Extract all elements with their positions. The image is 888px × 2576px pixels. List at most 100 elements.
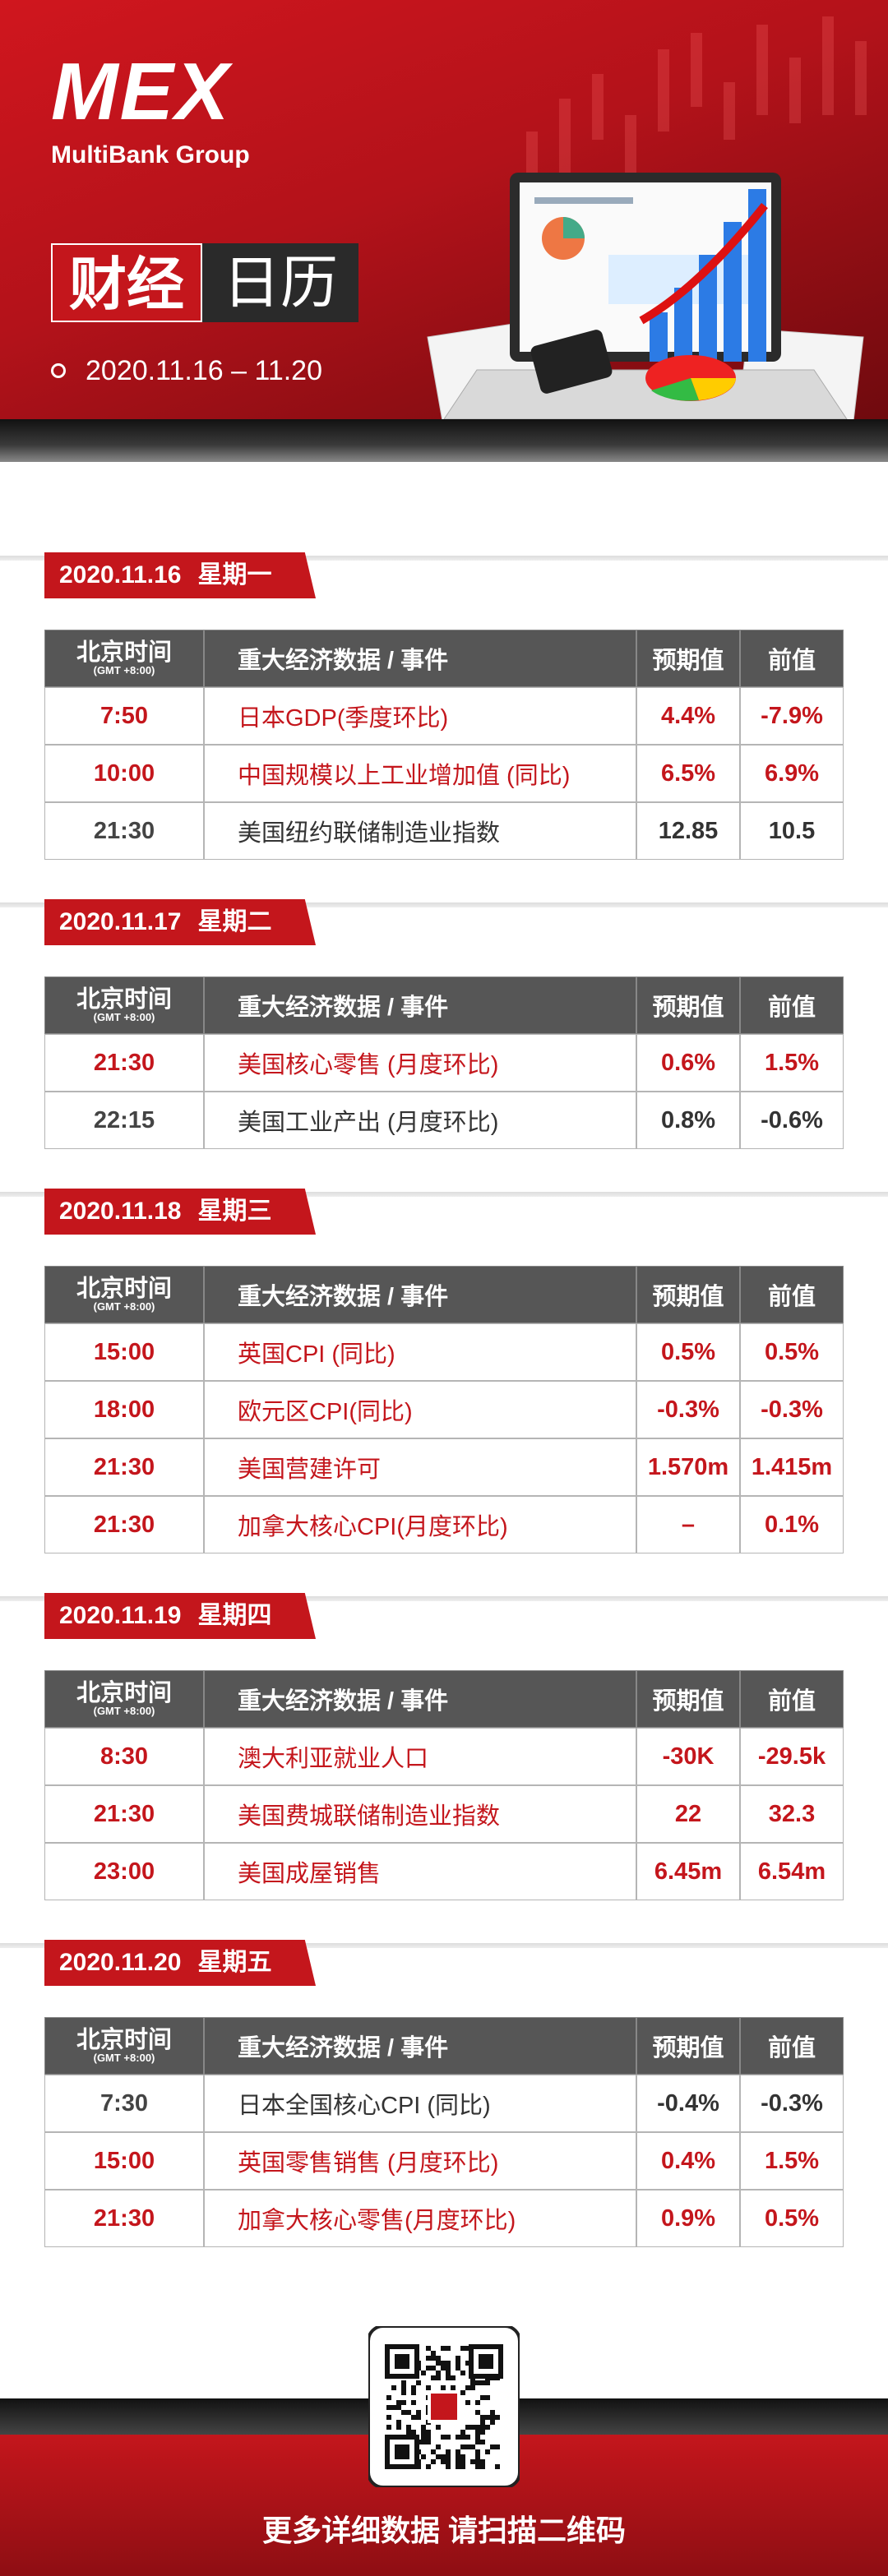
- divider: [0, 1192, 888, 1197]
- qr-module: [495, 2415, 500, 2420]
- qr-module: [431, 2449, 436, 2454]
- header-forecast: 预期值: [636, 1670, 740, 1728]
- cell-event: 日本全国核心CPI (同比): [204, 2075, 636, 2132]
- qr-module: [475, 2454, 480, 2459]
- header-time: 北京时间 (GMT +8:00): [44, 630, 204, 687]
- qr-module: [416, 2415, 421, 2420]
- cell-previous: 10.5: [740, 802, 844, 860]
- header-sub: (GMT +8:00): [93, 1705, 155, 1718]
- qr-module: [421, 2425, 426, 2430]
- qr-module: [465, 2385, 470, 2390]
- cell-time: 21:30: [44, 1438, 204, 1496]
- qr-module: [411, 2415, 416, 2420]
- cell-time: 23:00: [44, 1843, 204, 1900]
- header-previous: 前值: [740, 630, 844, 687]
- qr-module: [446, 2454, 451, 2459]
- qr-module: [480, 2420, 485, 2425]
- qr-module: [470, 2425, 475, 2430]
- title-b: 日历: [202, 243, 358, 322]
- qr-module: [475, 2400, 480, 2405]
- cell-time: 21:30: [44, 1496, 204, 1553]
- qr-module: [480, 2430, 485, 2435]
- qr-module: [431, 2394, 457, 2420]
- cell-forecast: 0.9%: [636, 2190, 740, 2247]
- qr-module: [475, 2410, 480, 2415]
- cell-event: 英国零售销售 (月度环比): [204, 2132, 636, 2190]
- qr-module: [475, 2425, 480, 2430]
- qr-module: [436, 2444, 441, 2449]
- qr-module: [436, 2454, 441, 2459]
- cell-forecast: 6.5%: [636, 745, 740, 802]
- header-sub: 北京时间: [76, 1679, 172, 1706]
- brand: MultiBank Group: [51, 141, 250, 169]
- cell-time: 21:30: [44, 1785, 204, 1843]
- cell-previous: 1.415m: [740, 1438, 844, 1496]
- qr-module: [436, 2361, 441, 2366]
- footer-cta: 更多详细数据 请扫描二维码: [261, 2514, 626, 2547]
- qr-module: [446, 2366, 451, 2371]
- qr-module: [460, 2454, 465, 2459]
- qr-module: [441, 2366, 446, 2371]
- header-time: 北京时间 (GMT +8:00): [44, 2017, 204, 2075]
- header-previous: 前值: [740, 976, 844, 1034]
- cell-forecast: 0.8%: [636, 1092, 740, 1149]
- qr-module: [451, 2385, 456, 2390]
- qr-module: [470, 2380, 475, 2385]
- qr-module: [475, 2464, 480, 2469]
- header-event: 重大经济数据 / 事件: [204, 1670, 636, 1728]
- logo: MEX: [51, 46, 231, 136]
- date-tab: 2020.11.18 星期三: [44, 1189, 316, 1235]
- qr-module: [395, 2444, 409, 2459]
- qr-module: [490, 2444, 495, 2449]
- cell-event: 日本GDP(季度环比): [204, 687, 636, 745]
- tab-weekday: 星期三: [197, 1198, 272, 1225]
- cell-event: 美国成屋销售: [204, 1843, 636, 1900]
- cell-event: 美国工业产出 (月度环比): [204, 1092, 636, 1149]
- qr-module: [475, 2380, 480, 2385]
- cell-event: 美国核心零售 (月度环比): [204, 1034, 636, 1092]
- tab-date: 2020.11.16: [59, 561, 182, 589]
- tab-weekday: 星期五: [197, 1949, 272, 1976]
- qr-module: [456, 2449, 460, 2454]
- qr-module: [391, 2385, 396, 2390]
- date-tab: 2020.11.19 星期四: [44, 1593, 316, 1639]
- qr-module: [451, 2375, 456, 2380]
- qr-module: [480, 2395, 485, 2400]
- qr-module: [485, 2449, 490, 2454]
- qr-module: [406, 2430, 411, 2435]
- cell-previous: 6.54m: [740, 1843, 844, 1900]
- cell-time: 22:15: [44, 1092, 204, 1149]
- qr-module: [396, 2425, 401, 2430]
- cell-event: 加拿大核心零售(月度环比): [204, 2190, 636, 2247]
- cell-previous: -29.5k: [740, 1728, 844, 1785]
- header-sub: 北京时间: [76, 1275, 172, 1302]
- qr-module: [456, 2361, 460, 2366]
- cell-time: 21:30: [44, 802, 204, 860]
- qr-module: [436, 2425, 441, 2430]
- qr-module: [396, 2420, 401, 2425]
- qr-module: [485, 2380, 490, 2385]
- qr-module: [485, 2425, 490, 2430]
- qr-module: [441, 2385, 446, 2390]
- qr-module: [465, 2425, 470, 2430]
- qr-module: [401, 2400, 406, 2405]
- qr-module: [426, 2385, 431, 2390]
- qr-module: [421, 2430, 426, 2435]
- qr-module: [460, 2430, 465, 2435]
- cell-previous: 0.1%: [740, 1496, 844, 1553]
- header-time: 北京时间 (GMT +8:00): [44, 1266, 204, 1323]
- qr-module: [460, 2390, 465, 2395]
- divider: [0, 1596, 888, 1601]
- qr-module: [441, 2459, 446, 2464]
- cell-previous: 0.5%: [740, 2190, 844, 2247]
- header-bg: [0, 0, 888, 427]
- qr-module: [446, 2371, 451, 2375]
- qr-module: [401, 2410, 406, 2415]
- cell-time: 15:00: [44, 1323, 204, 1381]
- qr-code[interactable]: [368, 2326, 520, 2487]
- qr-module: [465, 2346, 470, 2351]
- tab-weekday: 星期四: [197, 1602, 272, 1629]
- qr-module: [426, 2346, 431, 2351]
- qr-module: [436, 2371, 441, 2375]
- qr-module: [386, 2405, 391, 2410]
